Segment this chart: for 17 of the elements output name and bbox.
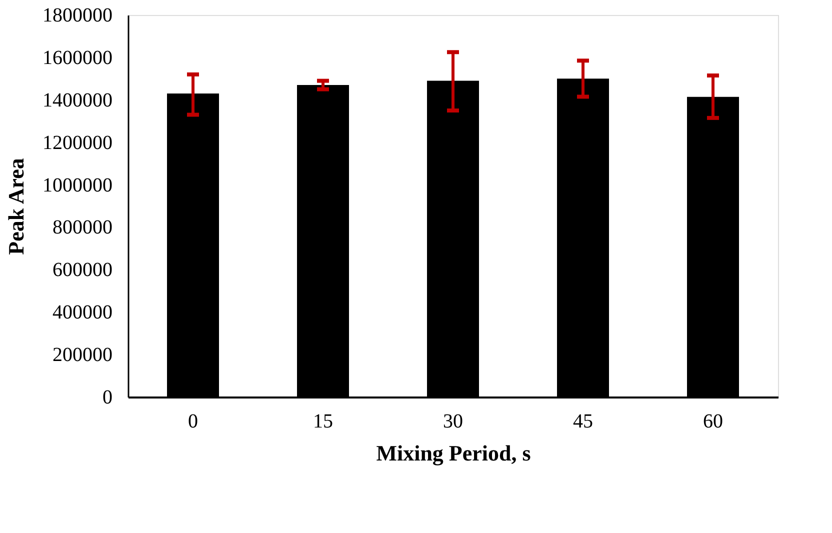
y-axis-title: Peak Area xyxy=(4,158,28,255)
y-tick-label: 0 xyxy=(102,386,112,408)
x-tick-label: 0 xyxy=(188,410,198,432)
y-tick-label: 200000 xyxy=(52,344,112,366)
x-tick-label: 45 xyxy=(573,410,593,432)
y-tick-label: 600000 xyxy=(52,259,112,282)
y-tick-label: 1200000 xyxy=(42,132,112,154)
y-tick-label: 400000 xyxy=(52,302,112,324)
y-tick-label: 1000000 xyxy=(42,174,112,196)
y-tick-label: 800000 xyxy=(52,216,112,239)
x-axis-title: Mixing Period, s xyxy=(376,440,532,466)
y-tick-label: 1800000 xyxy=(42,4,112,26)
y-tick-label: 1600000 xyxy=(42,46,112,69)
x-tick-label: 60 xyxy=(703,410,723,432)
x-tick-label: 15 xyxy=(313,410,333,432)
x-tick-label: 30 xyxy=(443,410,463,432)
y-tick-label: 1400000 xyxy=(42,89,112,112)
